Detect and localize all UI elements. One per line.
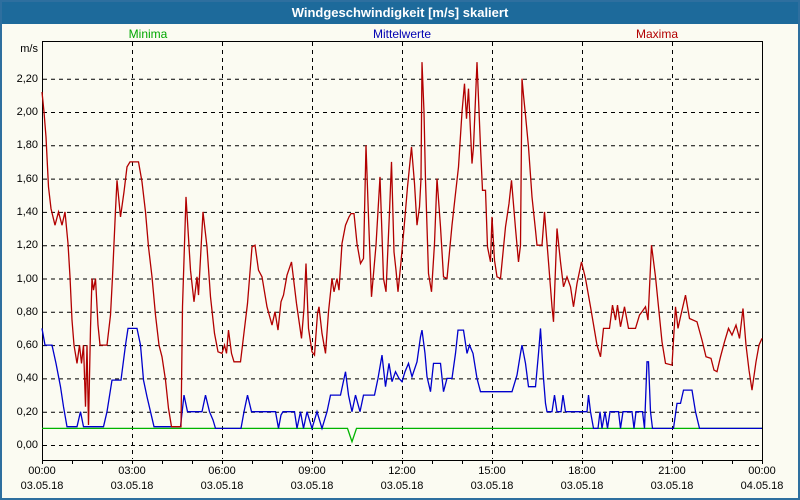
y-tick-label: 0,80 xyxy=(16,305,38,318)
x-tick-date-label: 03.05.18 xyxy=(110,480,154,492)
x-tick-date-label: 04.05.18 xyxy=(740,480,784,492)
x-tick-time-label: 03:00 xyxy=(118,465,146,477)
x-tick-time-label: 21:00 xyxy=(658,465,686,477)
series-line-minima xyxy=(42,427,762,444)
y-tick-label: 1,40 xyxy=(16,205,38,218)
x-tick-time-label: 09:00 xyxy=(298,465,326,477)
y-tick-label: 0,40 xyxy=(16,372,38,385)
y-tick-label: 1,00 xyxy=(16,272,38,285)
y-tick-label: 0,20 xyxy=(16,405,38,418)
y-tick-label: 2,20 xyxy=(16,72,38,85)
x-tick-time-label: 18:00 xyxy=(568,465,596,477)
x-tick-date-label: 03.05.18 xyxy=(290,480,334,492)
x-tick-time-label: 00:00 xyxy=(748,465,776,477)
legend-mittelwerte: Mittelwerte xyxy=(372,27,432,41)
x-tick-time-label: 00:00 xyxy=(28,465,56,477)
x-tick-date-label: 03.05.18 xyxy=(470,480,514,492)
plot-border xyxy=(42,41,763,461)
y-tick-label: 1,60 xyxy=(16,172,38,185)
x-tick-time-label: 06:00 xyxy=(208,465,236,477)
legend-minima: Minima xyxy=(128,27,168,41)
y-tick-label: 1,80 xyxy=(16,139,38,152)
title-bar: Windgeschwindigkeit [m/s] skaliert xyxy=(2,2,798,24)
x-tick-date-label: 03.05.18 xyxy=(200,480,244,492)
x-tick-date-label: 03.05.18 xyxy=(650,480,694,492)
y-tick-label: 0,60 xyxy=(16,339,38,352)
series-line-maxima xyxy=(41,62,763,428)
x-tick-time-label: 12:00 xyxy=(388,465,416,477)
x-tick-date-label: 03.05.18 xyxy=(20,480,64,492)
window-title: Windgeschwindigkeit [m/s] skaliert xyxy=(291,5,509,20)
y-tick-label: 1,20 xyxy=(16,239,38,252)
legend-maxima: Maxima xyxy=(635,27,679,41)
x-tick-date-label: 03.05.18 xyxy=(560,480,604,492)
y-axis-unit-label: m/s xyxy=(20,43,38,55)
y-tick-label: 2,00 xyxy=(16,106,38,118)
y-tick-label: 0,00 xyxy=(16,439,38,451)
x-tick-date-label: 03.05.18 xyxy=(380,480,424,492)
x-tick-time-label: 15:00 xyxy=(478,465,506,477)
